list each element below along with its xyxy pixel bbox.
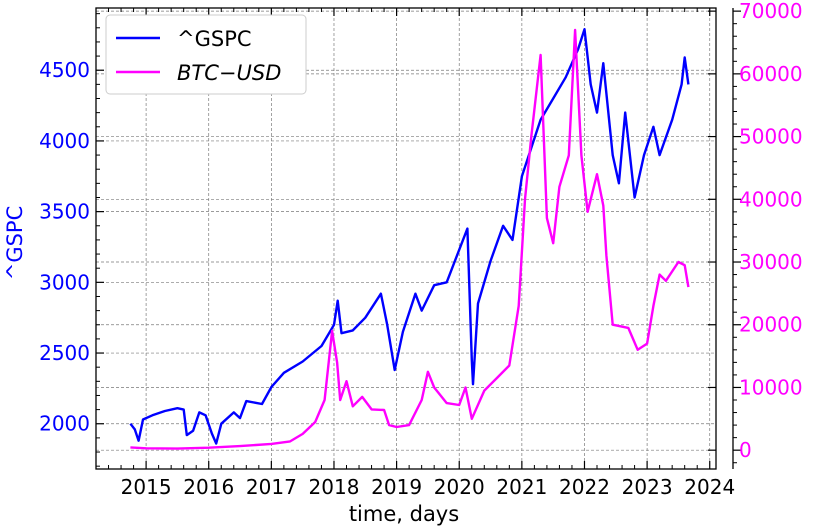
- y-right-tick-label-20000: 20000: [739, 313, 803, 337]
- legend-label-btc: BTC−USD: [177, 61, 281, 85]
- x-tick-label-2020: 2020: [434, 475, 485, 499]
- y-left-tick-labels: 2000 2500 3000 3500 4000 4500: [39, 58, 90, 436]
- axis-ticks: [95, 8, 741, 469]
- y-left-tick-label-4500: 4500: [39, 58, 90, 82]
- y-right-tick-label-10000: 10000: [739, 375, 803, 399]
- x-tick-label-2018: 2018: [309, 475, 360, 499]
- x-tick-label-2024: 2024: [684, 475, 735, 499]
- y-right-tick-label-50000: 50000: [739, 125, 803, 149]
- series-layer: [129, 28, 690, 450]
- x-tick-label-2023: 2023: [622, 475, 673, 499]
- legend-box: [105, 14, 307, 95]
- x-tick-label-2022: 2022: [559, 475, 610, 499]
- series-line-btc-usd: [130, 28, 690, 450]
- plot-frame: [95, 7, 717, 470]
- x-tick-label-2019: 2019: [371, 475, 422, 499]
- x-tick-label-2021: 2021: [496, 475, 547, 499]
- y-right-tick-label-40000: 40000: [739, 187, 803, 211]
- y-right-tick-label-30000: 30000: [739, 250, 803, 274]
- y-right-tick-label-60000: 60000: [739, 62, 803, 86]
- y-left-tick-label-3000: 3000: [39, 270, 90, 294]
- x-axis-label: time, days: [349, 502, 459, 526]
- y-left-tick-label-2500: 2500: [39, 341, 90, 365]
- y-left-axis-label: ^GSPC: [3, 206, 27, 281]
- y-right-tick-labels: 0 10000 20000 30000 40000 50000 60000 70000: [739, 0, 803, 462]
- y-left-tick-label-2000: 2000: [39, 412, 90, 436]
- x-tick-label-2015: 2015: [121, 475, 172, 499]
- y-right-tick-label-70000: 70000: [739, 0, 803, 23]
- x-tick-label-2017: 2017: [246, 475, 297, 499]
- x-tick-labels: 2015 2016 2017 2018 2019 2020 2021 2022 2023 2024: [121, 475, 736, 499]
- y-left-tick-label-3500: 3500: [39, 200, 90, 224]
- legend-label-gspc: ^GSPC: [177, 27, 252, 51]
- series-line-gspc: [129, 28, 690, 445]
- x-tick-label-2016: 2016: [183, 475, 234, 499]
- legend: ^GSPC BTC−USD: [105, 14, 307, 95]
- y-left-tick-label-4000: 4000: [39, 129, 90, 153]
- y-right-tick-label-0: 0: [739, 438, 752, 462]
